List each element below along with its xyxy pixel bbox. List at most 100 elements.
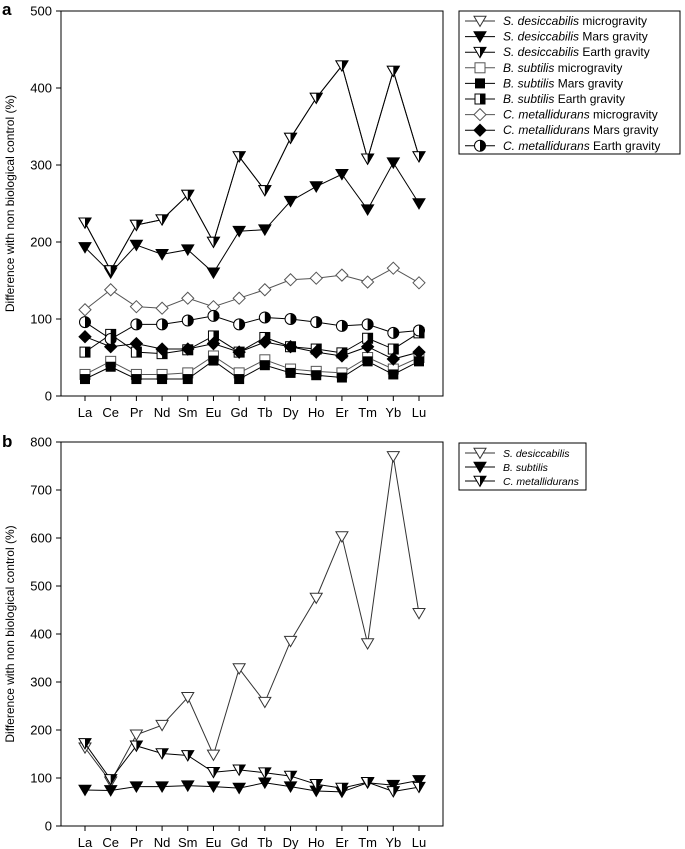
x-tick-label: Dy <box>283 835 299 849</box>
data-point <box>413 324 425 337</box>
data-point <box>336 372 347 383</box>
data-point <box>207 309 220 322</box>
series-3 <box>78 738 426 798</box>
data-point <box>232 764 247 777</box>
legend-label: S. desiccabilis Mars gravity <box>503 30 648 44</box>
series-line <box>84 743 420 792</box>
data-point <box>155 342 169 356</box>
data-point <box>257 767 272 780</box>
legend-marker <box>474 139 486 152</box>
y-axis-title: Difference with non biological control (… <box>3 525 17 742</box>
data-point <box>104 333 117 346</box>
data-point <box>386 352 401 366</box>
series-1 <box>78 451 426 789</box>
x-tick-label: Lu <box>412 405 426 420</box>
data-point <box>181 342 195 356</box>
data-point <box>335 319 348 332</box>
legend-marker <box>473 123 487 137</box>
x-tick-label: Tb <box>257 405 272 420</box>
data-point <box>285 367 296 378</box>
data-point <box>335 349 349 363</box>
data-point <box>129 239 144 252</box>
x-tick-label: Yb <box>385 835 401 849</box>
x-tick-label: Pr <box>130 405 144 420</box>
data-point <box>129 740 144 753</box>
data-point <box>257 224 272 237</box>
data-point <box>208 355 219 366</box>
x-tick-label: Gd <box>230 405 247 420</box>
panel-label: a <box>2 0 12 19</box>
y-tick-label: 500 <box>30 4 52 19</box>
data-point <box>361 318 374 331</box>
series-line <box>84 64 420 272</box>
data-point <box>78 242 92 254</box>
data-point <box>360 777 375 789</box>
data-point <box>234 374 245 385</box>
data-point <box>283 132 298 145</box>
data-point <box>259 360 270 371</box>
data-point <box>232 345 246 359</box>
data-point <box>414 356 424 367</box>
legend-label: S. desiccabilis <box>503 448 570 460</box>
data-point <box>283 770 298 783</box>
legend-entry: B. subtilis microgravity <box>465 61 622 75</box>
data-point <box>129 336 144 351</box>
data-point <box>180 692 195 704</box>
legend-label: B. subtilis Mars gravity <box>503 76 623 90</box>
data-point <box>335 60 349 73</box>
data-point <box>233 318 246 331</box>
x-tick-label: Er <box>335 835 349 849</box>
data-point <box>155 301 169 315</box>
y-tick-label: 700 <box>30 483 52 498</box>
x-tick-label: Ce <box>102 835 119 849</box>
legend-entry: C. metallidurans microgravity <box>465 108 658 122</box>
data-point <box>335 168 349 181</box>
data-point <box>386 779 401 792</box>
legend-marker <box>474 93 486 105</box>
y-tick-label: 100 <box>30 771 52 786</box>
data-point <box>129 729 144 742</box>
data-point <box>360 340 375 354</box>
data-point <box>283 273 298 287</box>
x-tick-label: La <box>78 835 93 849</box>
x-tick-label: Sm <box>178 405 198 420</box>
y-tick-label: 600 <box>30 531 52 546</box>
x-tick-label: Ce <box>102 405 119 420</box>
y-axis-title: Difference with non biological control (… <box>3 95 17 312</box>
data-point <box>103 283 118 297</box>
data-point <box>412 608 426 620</box>
series-2 <box>78 775 426 799</box>
data-point <box>155 748 169 760</box>
data-point <box>79 346 91 358</box>
x-tick-label: Tm <box>358 835 377 849</box>
legend-marker <box>473 46 487 59</box>
data-point <box>386 786 401 798</box>
data-point <box>78 784 92 797</box>
x-tick-label: Tb <box>257 835 272 849</box>
legend-entry: S. desiccabilis Earth gravity <box>465 45 650 59</box>
data-point <box>386 451 401 463</box>
legend-label: S. desiccabilis microgravity <box>503 14 647 28</box>
data-point <box>232 291 246 305</box>
panel-label: b <box>2 432 12 451</box>
data-point <box>78 217 92 230</box>
series-8 <box>78 330 426 366</box>
legend-marker <box>473 31 487 43</box>
series-2 <box>78 157 426 280</box>
data-point <box>360 204 375 217</box>
legend-marker <box>473 475 487 488</box>
data-point <box>129 299 144 314</box>
data-point <box>257 185 272 197</box>
data-point <box>232 663 247 675</box>
series-9 <box>79 309 425 346</box>
series-1 <box>78 60 426 277</box>
data-point <box>155 249 169 261</box>
legend-marker <box>473 107 487 122</box>
data-point <box>387 326 400 339</box>
data-point <box>206 749 221 762</box>
data-point <box>335 782 349 795</box>
data-point <box>78 738 92 750</box>
panel-b: b 0 100 200 300 400 500 600 700 800 La Ce Pr Nd Sm Eu Gd… <box>2 432 587 849</box>
data-point <box>206 267 221 280</box>
data-point <box>283 635 298 648</box>
